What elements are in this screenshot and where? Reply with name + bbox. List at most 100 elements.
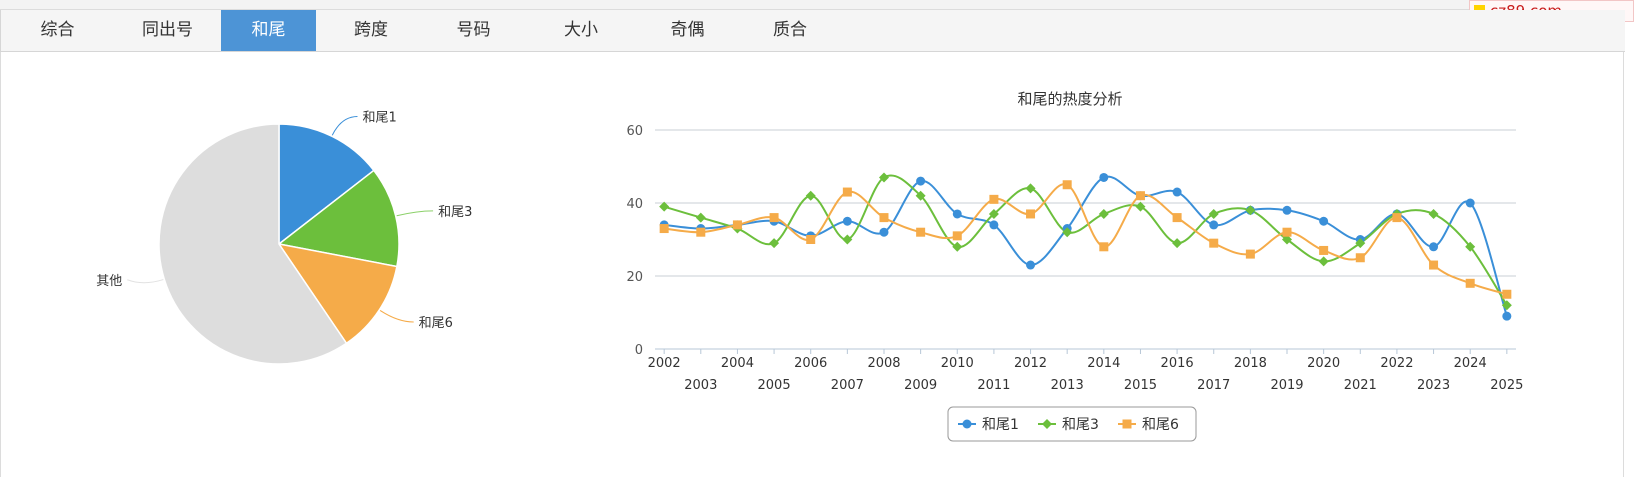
x-tick-label: 2013 [1051, 378, 1084, 393]
series-sum-tail-1-point[interactable] [989, 220, 999, 230]
series-sum-tail-6-point[interactable] [989, 194, 999, 204]
pie-slice-sum-tail-6[interactable] [277, 242, 398, 345]
x-tick-label: 2021 [1344, 378, 1377, 393]
series-sum-tail-6-point[interactable] [696, 227, 706, 237]
x-tick-label: 2009 [904, 378, 937, 393]
series-sum-tail-3-point[interactable] [1208, 208, 1219, 219]
tab-prime-composite[interactable]: 质合 [773, 20, 807, 40]
series-sum-tail-1-point[interactable] [1465, 198, 1475, 208]
x-tick-label: 2014 [1087, 356, 1120, 371]
x-tick-label: 2020 [1307, 356, 1340, 371]
series-sum-tail-6-point[interactable] [1429, 260, 1439, 270]
tab-sum-tail[interactable]: 和尾 [221, 10, 316, 51]
tab-big-small[interactable]: 大小 [564, 20, 598, 40]
series-sum-tail-6-point[interactable] [769, 213, 779, 223]
tab-odd-even[interactable]: 奇偶 [670, 20, 705, 40]
series-sum-tail-3-point[interactable] [769, 238, 780, 249]
series-sum-tail-3-point[interactable] [1465, 241, 1476, 252]
x-tick-label: 2010 [941, 356, 974, 371]
series-sum-tail-6-point[interactable] [806, 235, 816, 244]
x-tick-label: 2008 [867, 356, 900, 371]
series-sum-tail-1-point[interactable] [916, 176, 926, 186]
series-sum-tail-3-point[interactable] [1355, 238, 1366, 249]
series-sum-tail-6-point[interactable] [1282, 227, 1292, 237]
series-sum-tail-6-point[interactable] [842, 187, 852, 197]
legend-marker[interactable] [962, 419, 972, 429]
series-sum-tail-3-point[interactable] [1025, 183, 1036, 194]
series-sum-tail-3-point[interactable] [1318, 256, 1329, 267]
x-tick-label: 2007 [831, 378, 864, 393]
series-sum-tail-3-point[interactable] [1282, 234, 1293, 245]
series-sum-tail-6-point[interactable] [1319, 245, 1329, 255]
y-tick-label: 0 [635, 343, 643, 358]
series-sum-tail-1-point[interactable] [1282, 205, 1292, 215]
top-strip [0, 0, 1634, 10]
series-sum-tail-3-point[interactable] [915, 190, 926, 201]
series-sum-tail-6-point[interactable] [1026, 209, 1036, 219]
series-sum-tail-3-point[interactable] [878, 172, 889, 183]
series-sum-tail-1-point[interactable] [952, 209, 962, 219]
series-sum-tail-1-point[interactable] [842, 216, 852, 226]
series-sum-tail-3-point[interactable] [1501, 300, 1512, 311]
series-sum-tail-3-point[interactable] [659, 201, 670, 212]
line-chart: 和尾的热度分析020406020022003200420052006200720… [626, 90, 1523, 442]
series-sum-tail-3-point[interactable] [805, 190, 816, 201]
tab-number[interactable]: 号码 [456, 20, 491, 40]
pie-slice-other[interactable] [158, 123, 348, 365]
series-sum-tail-1-point[interactable] [1026, 260, 1036, 270]
series-sum-tail-3-point[interactable] [842, 234, 853, 245]
series-sum-tail-6-point[interactable] [1355, 253, 1365, 263]
series-sum-tail-6-point[interactable] [916, 227, 926, 237]
series-sum-tail-1-point[interactable] [1319, 216, 1329, 226]
series-sum-tail-1-point[interactable] [1502, 311, 1512, 321]
series-sum-tail-1-point[interactable] [879, 227, 889, 237]
series-sum-tail-6-point[interactable] [1392, 213, 1402, 223]
legend: 和尾1 和尾3 和尾6 [947, 406, 1197, 442]
series-sum-tail-3-point[interactable] [988, 208, 999, 219]
x-tick-label: 2016 [1161, 356, 1194, 371]
series-sum-tail-3-point[interactable] [1135, 201, 1146, 212]
legend-marker[interactable] [1122, 419, 1132, 429]
legend-item[interactable]: 和尾1 [958, 417, 1019, 433]
series-sum-tail-6-point[interactable] [659, 224, 669, 234]
series-sum-tail-1-point[interactable] [1429, 242, 1439, 252]
series-sum-tail-3-point[interactable] [1245, 205, 1256, 216]
series-sum-tail-6-point[interactable] [1209, 238, 1219, 248]
legend-item[interactable]: 和尾6 [1118, 417, 1179, 433]
series-sum-tail-3-point[interactable] [695, 212, 706, 223]
tab-repeat-numbers[interactable]: 同出号 [142, 20, 193, 40]
legend-marker[interactable] [1042, 419, 1052, 429]
tab-span[interactable]: 跨度 [354, 20, 388, 40]
series-sum-tail-6-point[interactable] [1172, 213, 1182, 223]
x-tick-label: 2018 [1234, 356, 1267, 371]
series-sum-tail-1-point[interactable] [1099, 172, 1109, 182]
x-tick-label: 2002 [648, 356, 681, 371]
series-sum-tail-3-point[interactable] [1172, 238, 1183, 249]
series-sum-tail-3-point[interactable] [1428, 208, 1439, 219]
series-sum-tail-6-point[interactable] [1099, 242, 1109, 252]
x-tick-label: 2012 [1014, 356, 1047, 371]
series-sum-tail-6-point[interactable] [732, 220, 742, 230]
x-tick-label: 2023 [1417, 378, 1450, 393]
series-sum-tail-3-point[interactable] [952, 241, 963, 252]
series-sum-tail-1-point[interactable] [1209, 220, 1219, 230]
pie-label: 和尾3 [438, 205, 472, 220]
series-sum-tail-6-point[interactable] [1062, 180, 1072, 190]
series-sum-tail-6-point[interactable] [1502, 289, 1512, 299]
series-sum-tail-3-point[interactable] [1062, 227, 1073, 238]
pie-connector [379, 310, 414, 323]
series-sum-tail-6-point[interactable] [1465, 278, 1475, 288]
legend-item[interactable]: 和尾3 [1038, 417, 1099, 433]
series-sum-tail-1-point[interactable] [1172, 187, 1182, 197]
x-tick-label: 2015 [1124, 378, 1157, 393]
tab-summary[interactable]: 综合 [40, 20, 75, 40]
series-sum-tail-6-point[interactable] [1135, 191, 1145, 201]
series-sum-tail-6-point[interactable] [1245, 249, 1255, 259]
pie-slice-sum-tail-3[interactable] [277, 169, 400, 268]
pie-slice-sum-tail-1[interactable] [278, 123, 375, 246]
x-tick-label: 2025 [1490, 378, 1523, 393]
series-sum-tail-6-point[interactable] [952, 231, 962, 241]
series-sum-tail-3-point[interactable] [1098, 208, 1109, 219]
x-tick-label: 2005 [758, 378, 791, 393]
series-sum-tail-6-point[interactable] [879, 213, 889, 223]
